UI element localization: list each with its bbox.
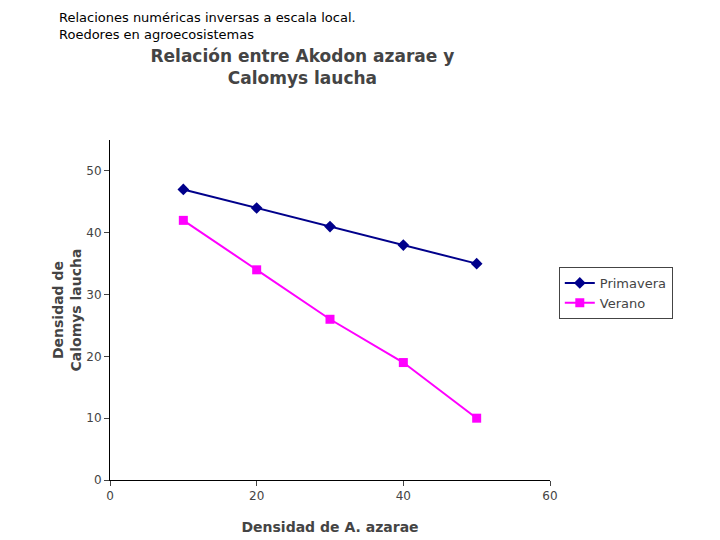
svg-text:40: 40 (86, 226, 101, 240)
svg-text:Densidad deCalomys laucha: Densidad deCalomys laucha (50, 249, 84, 372)
svg-text:0: 0 (106, 489, 114, 503)
svg-text:60: 60 (542, 489, 557, 503)
svg-text:30: 30 (86, 288, 101, 302)
svg-text:20: 20 (249, 489, 264, 503)
svg-text:50: 50 (86, 164, 101, 178)
svg-text:Verano: Verano (600, 296, 645, 311)
svg-text:Relación entre Akodon azarae y: Relación entre Akodon azarae yCalomys la… (150, 46, 454, 88)
svg-text:Relaciones numéricas inversas: Relaciones numéricas inversas a escala l… (59, 10, 356, 42)
svg-text:40: 40 (396, 489, 411, 503)
svg-text:20: 20 (86, 350, 101, 364)
svg-text:0: 0 (94, 473, 102, 487)
svg-text:Primavera: Primavera (600, 276, 666, 291)
svg-text:10: 10 (86, 411, 101, 425)
svg-text:Densidad de A. azarae: Densidad de A. azarae (241, 519, 418, 535)
